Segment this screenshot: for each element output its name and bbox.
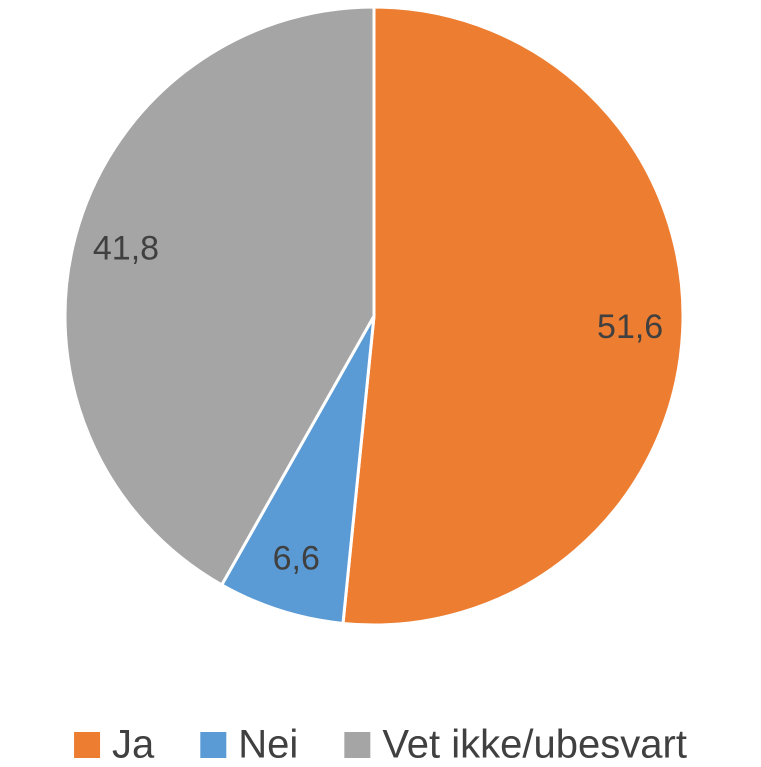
legend-swatch [74,732,101,758]
pie-slice [341,5,685,627]
pie-slice [219,315,376,626]
legend-label: Vet ikke/ubesvart [382,723,687,767]
legend-label: Ja [112,723,155,767]
legend-swatch [200,732,227,758]
data-label: 41,8 [93,230,159,268]
legend-swatch [344,732,371,758]
data-label: 51,6 [597,308,663,346]
legend-label: Nei [238,723,298,767]
pie-slice [63,5,376,587]
data-label: 6,6 [273,539,320,577]
